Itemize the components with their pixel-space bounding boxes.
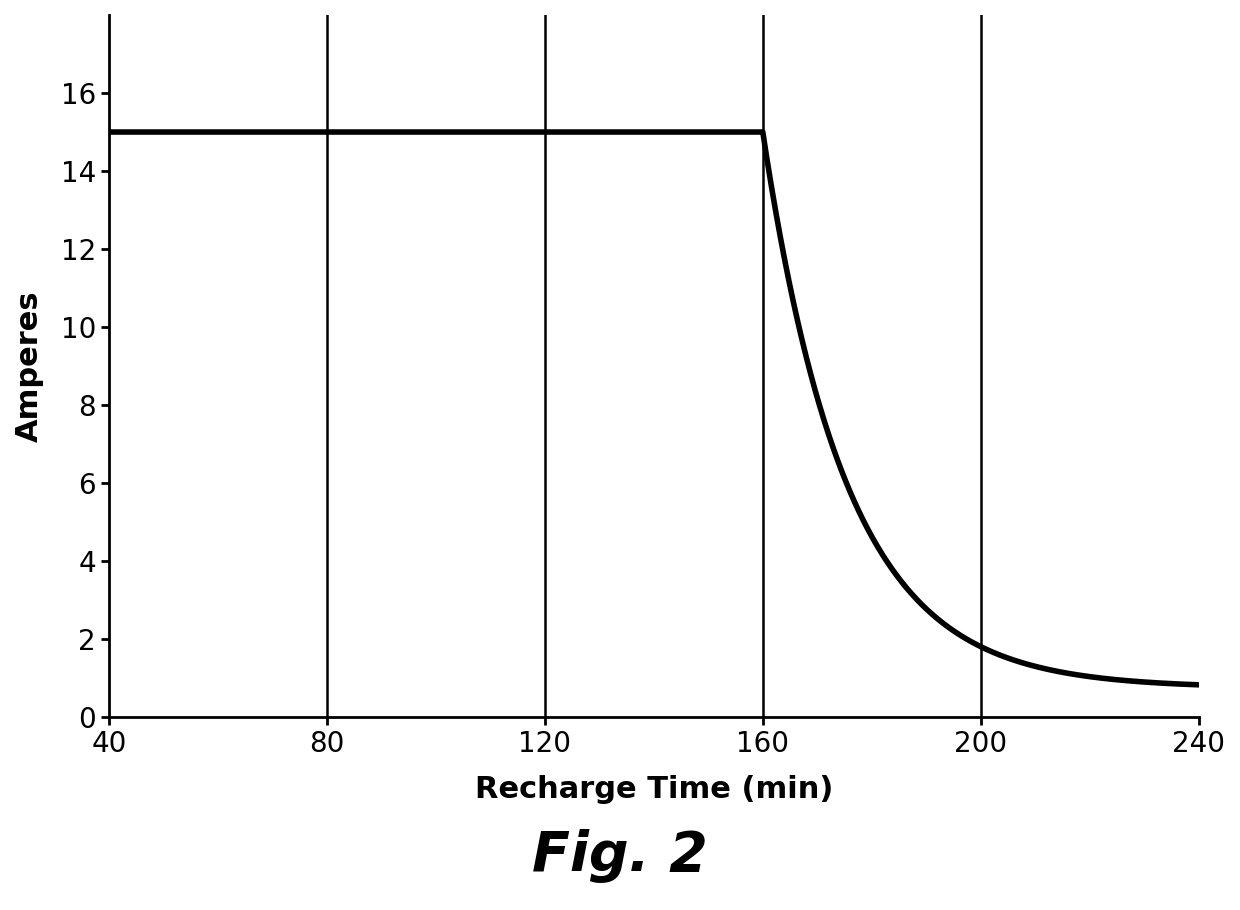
Y-axis label: Amperes: Amperes (15, 290, 43, 442)
Text: Fig. 2: Fig. 2 (532, 829, 708, 883)
X-axis label: Recharge Time (min): Recharge Time (min) (475, 775, 833, 804)
